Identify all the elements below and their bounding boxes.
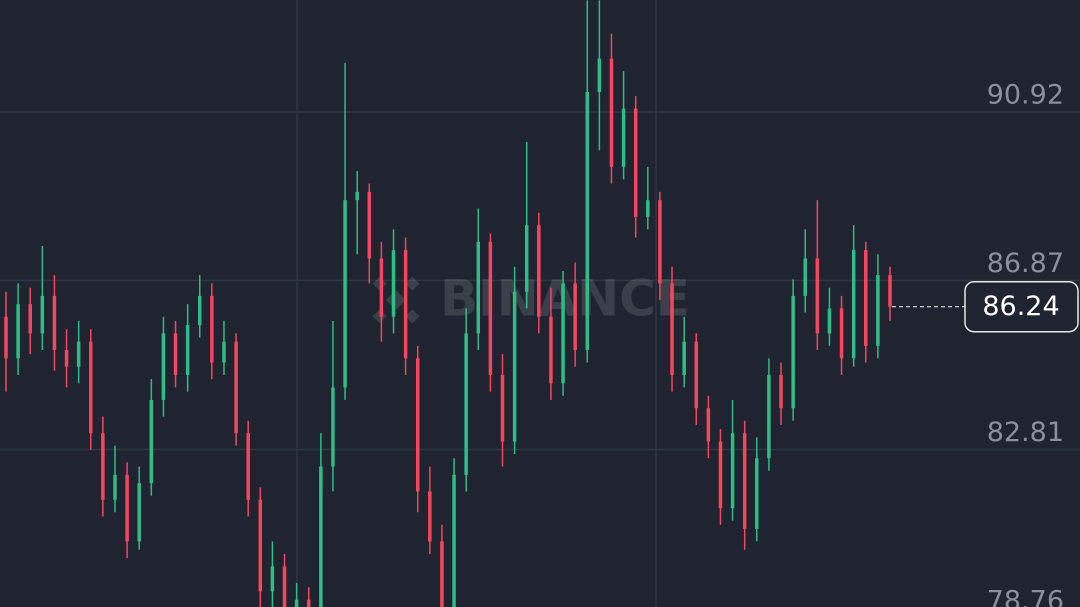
- candle-body: [246, 433, 250, 500]
- candle-body: [888, 275, 892, 307]
- candle-body: [113, 474, 117, 500]
- candle-body: [864, 250, 868, 346]
- candle-body: [524, 225, 529, 292]
- candle-body: [500, 374, 505, 442]
- candle-body: [609, 58, 614, 167]
- candle-body: [585, 91, 590, 350]
- candle-body: [403, 250, 408, 359]
- y-tick-label: 82.81: [987, 417, 1064, 448]
- candle-body: [76, 341, 81, 367]
- candle-body: [730, 433, 735, 509]
- candle-body: [621, 108, 626, 167]
- candle-body: [270, 566, 275, 592]
- candle-body: [851, 250, 856, 359]
- candle-body: [343, 200, 347, 388]
- candle-body: [161, 333, 166, 400]
- candle-body: [258, 499, 263, 592]
- y-tick-label: 90.92: [987, 79, 1064, 110]
- candle-body: [101, 433, 105, 500]
- candle-body: [670, 283, 674, 375]
- candle-body: [815, 258, 820, 334]
- candle-body: [549, 316, 553, 384]
- candle-body: [488, 241, 493, 375]
- candle-body: [512, 291, 517, 442]
- y-tick-label: 78.76: [987, 586, 1064, 607]
- candle-body: [646, 200, 650, 217]
- candle-body: [464, 333, 468, 475]
- watermark: BINANCE: [372, 270, 690, 328]
- candle-body: [742, 433, 747, 529]
- candle-body: [452, 474, 456, 607]
- candle-body: [125, 474, 129, 542]
- candle-body: [355, 191, 359, 201]
- candle-body: [89, 341, 93, 434]
- candle-body: [440, 541, 444, 607]
- candle-body: [367, 191, 372, 259]
- candle-body: [537, 225, 541, 317]
- candle-body: [597, 58, 602, 92]
- candle-body: [658, 200, 662, 284]
- candle-body: [876, 275, 880, 346]
- candle-body: [28, 304, 32, 334]
- candle-body: [573, 283, 577, 350]
- candle-body: [827, 308, 832, 334]
- candle-body: [234, 341, 238, 434]
- candle-body: [415, 358, 420, 492]
- candle-body: [319, 466, 323, 607]
- candle-body: [40, 295, 45, 334]
- candle-body: [706, 408, 711, 442]
- candle-body: [210, 295, 214, 363]
- candle-body: [803, 258, 807, 296]
- candle-body: [561, 283, 565, 384]
- last-price-box: [964, 280, 1079, 333]
- y-tick-label: 86.87: [987, 248, 1064, 279]
- candle-body: [173, 333, 178, 375]
- candle-body: [379, 258, 384, 317]
- candle-body: [294, 599, 299, 607]
- candle-body: [52, 295, 57, 350]
- candle-body: [755, 458, 759, 529]
- candle-body: [137, 483, 141, 542]
- candle-body: [391, 250, 396, 317]
- candle-body: [839, 308, 844, 359]
- candle-body: [428, 491, 432, 542]
- candle-body: [767, 374, 771, 459]
- candle-body: [185, 325, 190, 375]
- candle-body: [694, 341, 698, 409]
- candle-body: [149, 399, 154, 484]
- candle-body: [779, 374, 783, 409]
- candle-body: [682, 341, 686, 375]
- candle-body: [222, 341, 226, 363]
- watermark-text: BINANCE: [440, 270, 690, 328]
- candle-body: [306, 599, 311, 607]
- candle-body: [633, 108, 638, 217]
- candle-body: [4, 316, 8, 359]
- candle-body: [64, 349, 69, 367]
- candle-body: [282, 566, 287, 607]
- candle-body: [331, 387, 335, 467]
- candle-body: [791, 295, 795, 409]
- last-price-label: 86.24: [982, 291, 1059, 322]
- candle-body: [476, 241, 481, 334]
- candle-body: [16, 304, 20, 359]
- candle-body: [718, 441, 723, 509]
- candle-body: [198, 295, 202, 326]
